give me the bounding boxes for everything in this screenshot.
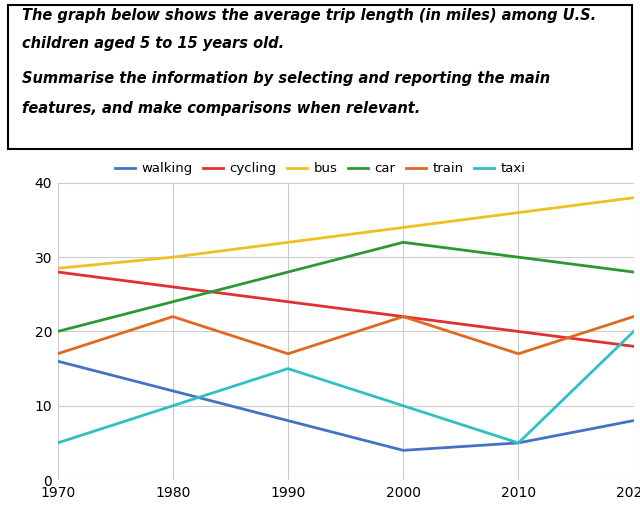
Text: features, and make comparisons when relevant.: features, and make comparisons when rele… [22, 101, 420, 116]
Legend: walking, cycling, bus, car, train, taxi: walking, cycling, bus, car, train, taxi [115, 163, 525, 175]
Text: children aged 5 to 15 years old.: children aged 5 to 15 years old. [22, 36, 285, 51]
FancyBboxPatch shape [8, 6, 632, 149]
Text: The graph below shows the average trip length (in miles) among U.S.: The graph below shows the average trip l… [22, 8, 596, 23]
Text: Summarise the information by selecting and reporting the main: Summarise the information by selecting a… [22, 71, 550, 86]
